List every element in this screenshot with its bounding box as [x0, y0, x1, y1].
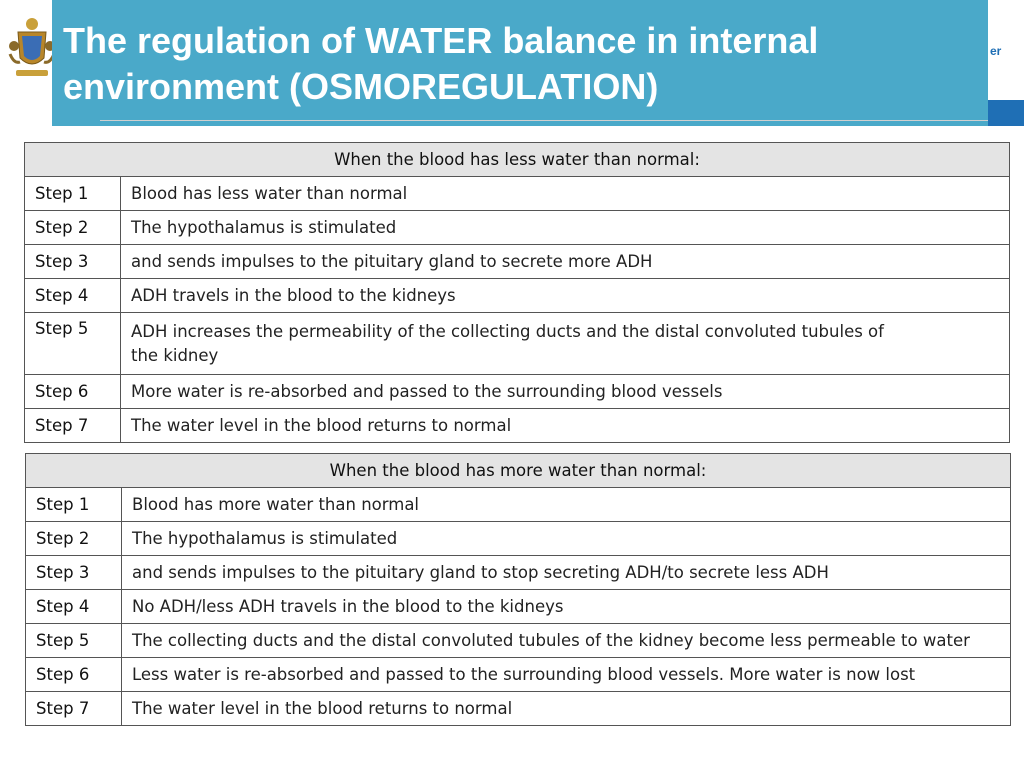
step-label: Step 1 — [24, 176, 121, 211]
step-label: Step 2 — [25, 521, 122, 556]
step-text: The collecting ducts and the distal conv… — [121, 623, 1011, 658]
step-text: No ADH/less ADH travels in the blood to … — [121, 589, 1011, 624]
more-water-table: When the blood has more water than norma… — [25, 453, 1011, 726]
step-text: Less water is re-absorbed and passed to … — [121, 657, 1011, 692]
step-text: and sends impulses to the pituitary glan… — [121, 555, 1011, 590]
table-row: Step 2 The hypothalamus is stimulated — [24, 210, 1010, 245]
step-text: The water level in the blood returns to … — [121, 691, 1011, 726]
table-row: Step 6 Less water is re-absorbed and pas… — [25, 657, 1011, 692]
table-row: Step 5 ADH increases the permeability of… — [24, 312, 1010, 375]
step-label: Step 5 — [24, 312, 121, 375]
step-label: Step 7 — [24, 408, 121, 443]
banner-text: er — [990, 44, 1002, 58]
more-water-header: When the blood has more water than norma… — [25, 453, 1011, 488]
step-text: The water level in the blood returns to … — [120, 408, 1010, 443]
table-row: Step 4 ADH travels in the blood to the k… — [24, 278, 1010, 313]
step-text-line-2: the kidney — [131, 345, 219, 365]
step-text: The hypothalamus is stimulated — [120, 210, 1010, 245]
step-label: Step 7 — [25, 691, 122, 726]
table-header-row: When the blood has more water than norma… — [25, 453, 1011, 488]
table-row: Step 7 The water level in the blood retu… — [25, 691, 1011, 726]
title-line-2: environment (OSMOREGULATION) — [63, 66, 659, 107]
table-row: Step 3 and sends impulses to the pituita… — [25, 555, 1011, 590]
table-row: Step 3 and sends impulses to the pituita… — [24, 244, 1010, 279]
step-text: The hypothalamus is stimulated — [121, 521, 1011, 556]
table-row: Step 4 No ADH/less ADH travels in the bl… — [25, 589, 1011, 624]
table-row: Step 5 The collecting ducts and the dist… — [25, 623, 1011, 658]
step-text: Blood has less water than normal — [120, 176, 1010, 211]
table-row: Step 2 The hypothalamus is stimulated — [25, 521, 1011, 556]
step-label: Step 1 — [25, 487, 122, 522]
table-row: Step 6 More water is re-absorbed and pas… — [24, 374, 1010, 409]
step-text: ADH travels in the blood to the kidneys — [120, 278, 1010, 313]
table-header-row: When the blood has less water than norma… — [24, 142, 1010, 177]
title-line-1: The regulation of WATER balance in inter… — [63, 20, 819, 61]
step-label: Step 6 — [25, 657, 122, 692]
step-text: and sends impulses to the pituitary glan… — [120, 244, 1010, 279]
slide-title: The regulation of WATER balance in inter… — [63, 18, 963, 110]
step-label: Step 4 — [24, 278, 121, 313]
step-label: Step 3 — [25, 555, 122, 590]
step-text: Blood has more water than normal — [121, 487, 1011, 522]
step-label: Step 4 — [25, 589, 122, 624]
step-text: More water is re-absorbed and passed to … — [120, 374, 1010, 409]
step-label: Step 3 — [24, 244, 121, 279]
step-label: Step 2 — [24, 210, 121, 245]
divider-line — [100, 120, 988, 121]
title-banner: The regulation of WATER balance in inter… — [52, 0, 988, 126]
less-water-header: When the blood has less water than norma… — [24, 142, 1010, 177]
table-row: Step 7 The water level in the blood retu… — [24, 408, 1010, 443]
banner-stripe — [988, 100, 1024, 126]
step-text-line-1: ADH increases the permeability of the co… — [131, 321, 884, 341]
table-row: Step 1 Blood has less water than normal — [24, 176, 1010, 211]
step-label: Step 5 — [25, 623, 122, 658]
step-label: Step 6 — [24, 374, 121, 409]
coat-of-arms-logo — [8, 18, 56, 76]
table-row: Step 1 Blood has more water than normal — [25, 487, 1011, 522]
step-text: ADH increases the permeability of the co… — [120, 312, 1010, 375]
less-water-table: When the blood has less water than norma… — [24, 142, 1010, 443]
